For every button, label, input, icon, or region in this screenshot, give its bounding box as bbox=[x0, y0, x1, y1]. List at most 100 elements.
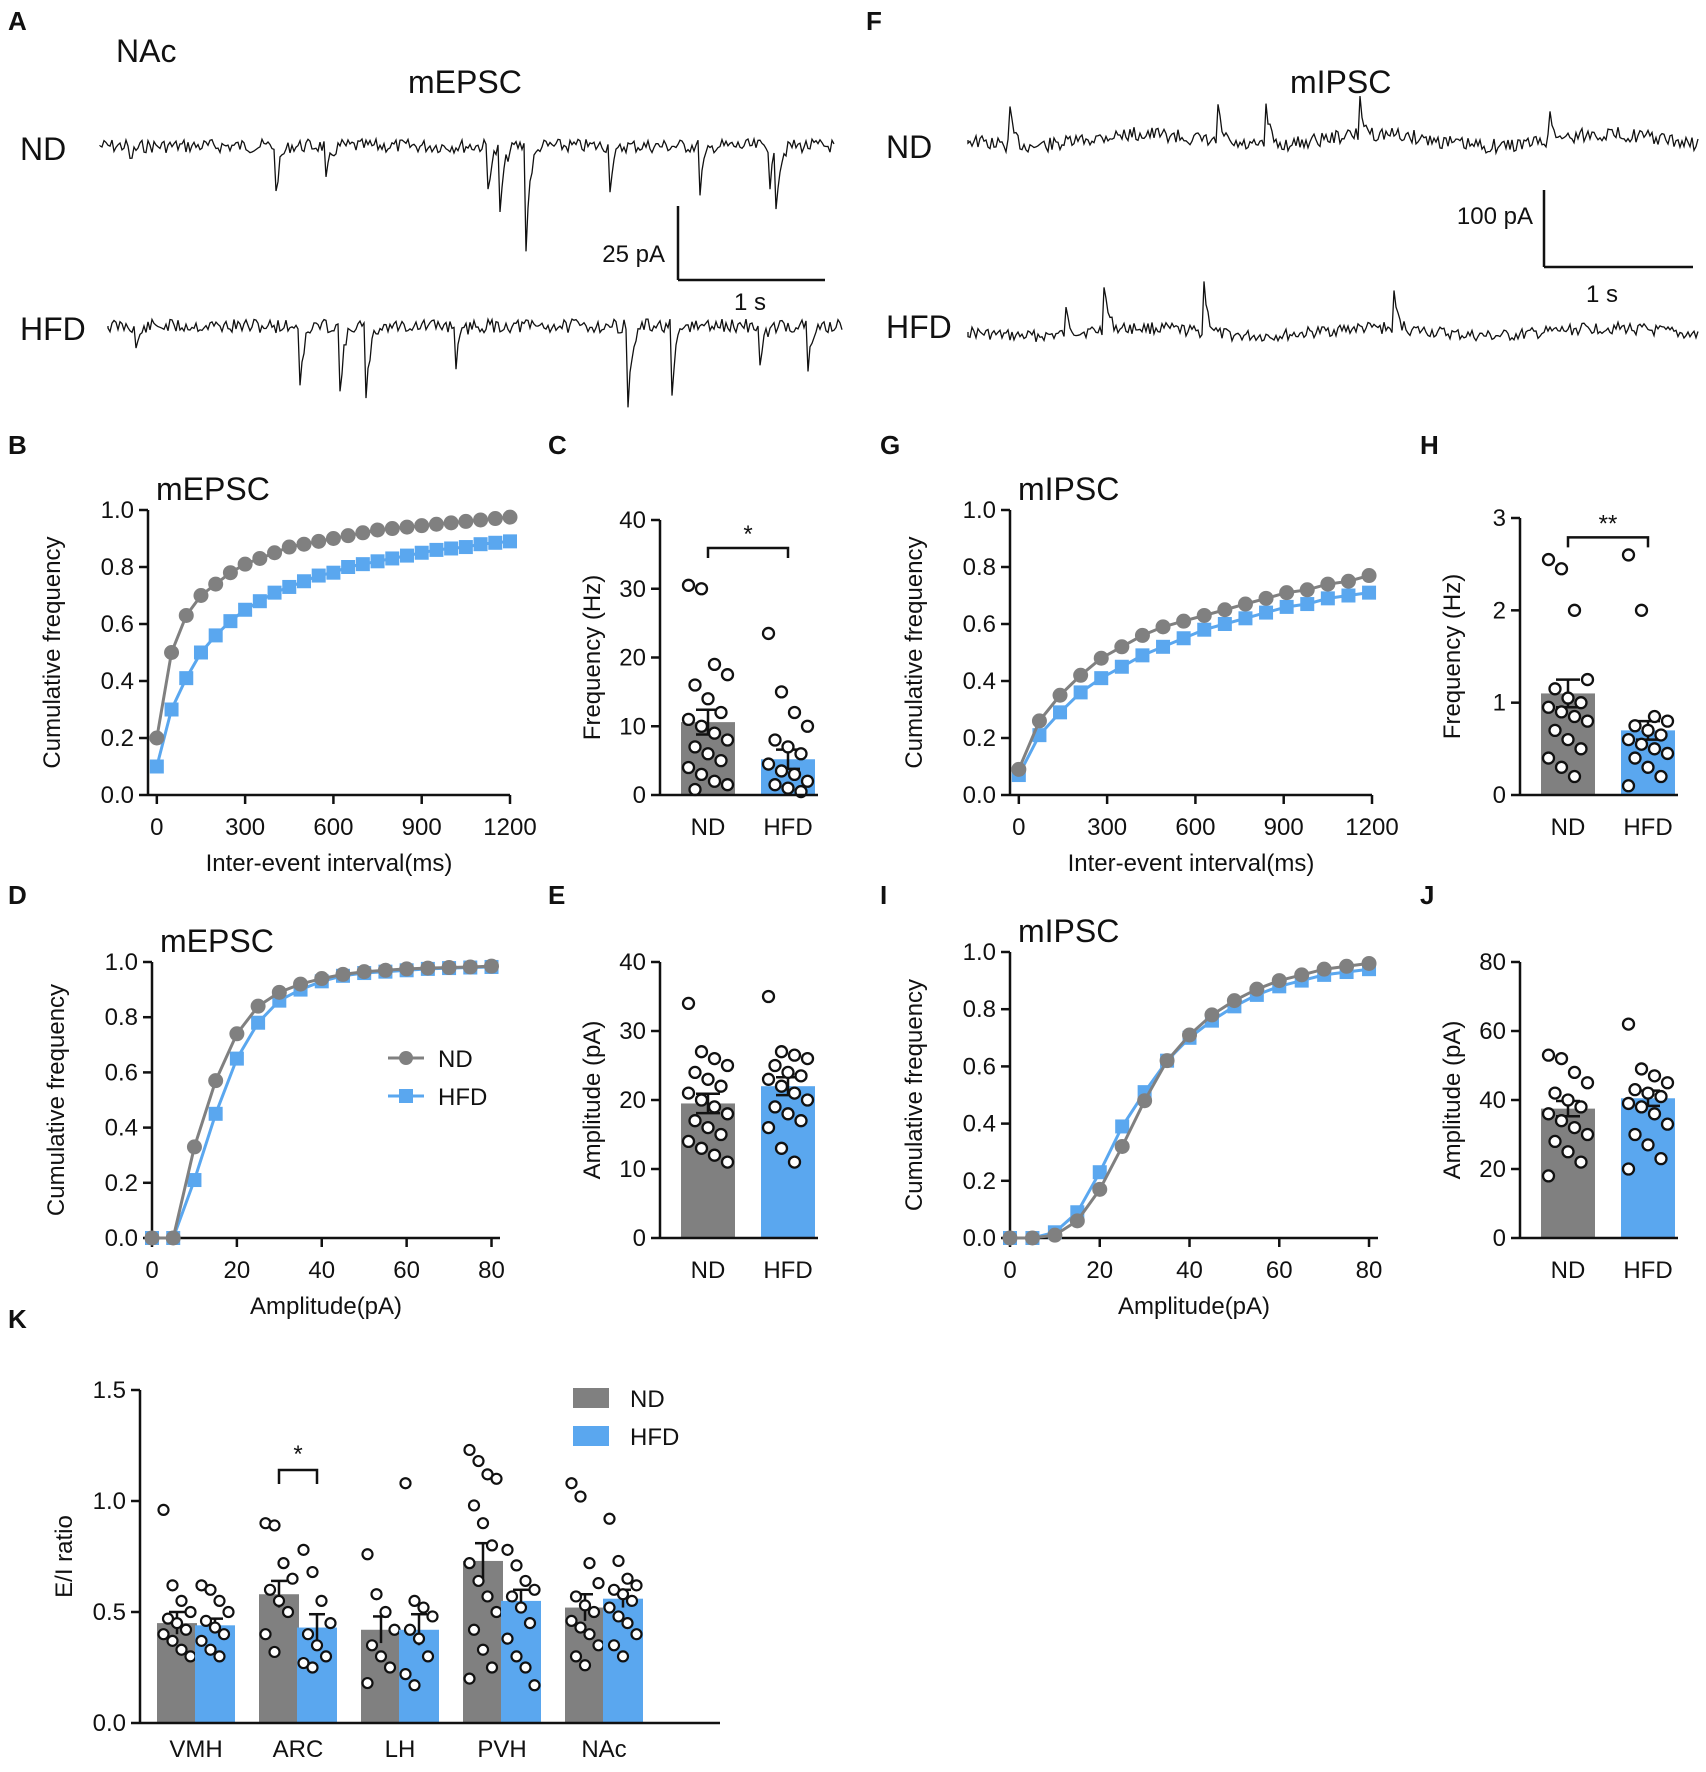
y-tick-label: 1 bbox=[1493, 690, 1506, 717]
data-point bbox=[707, 1100, 722, 1114]
panel-letter-a: A bbox=[8, 6, 27, 36]
point-nd bbox=[487, 511, 503, 527]
data-point bbox=[528, 1679, 541, 1692]
x-tick-label: 80 bbox=[1356, 1257, 1383, 1284]
data-point bbox=[578, 1599, 592, 1612]
data-point bbox=[612, 1554, 625, 1568]
data-point bbox=[1580, 714, 1595, 728]
data-point bbox=[701, 692, 715, 706]
legend-nd-label: ND bbox=[438, 1046, 473, 1073]
y-tick-label: 0.6 bbox=[105, 1059, 138, 1086]
point-hfd bbox=[179, 671, 194, 686]
data-point bbox=[426, 1610, 439, 1623]
point-nd bbox=[1320, 576, 1336, 592]
data-point bbox=[701, 747, 715, 761]
data-point bbox=[1641, 760, 1655, 774]
y-tick-label: 0.8 bbox=[963, 554, 996, 581]
data-point bbox=[157, 1628, 170, 1641]
y-tick-label: 20 bbox=[1479, 1156, 1506, 1183]
data-point bbox=[417, 1601, 430, 1614]
data-point bbox=[612, 1610, 625, 1623]
chart-title: mIPSC bbox=[1018, 471, 1119, 507]
data-point bbox=[761, 757, 776, 771]
data-point bbox=[761, 989, 776, 1004]
point-hfd bbox=[370, 554, 385, 569]
data-point bbox=[505, 1590, 519, 1603]
point-nd bbox=[1217, 602, 1233, 618]
point-hfd bbox=[267, 585, 282, 600]
data-point bbox=[490, 1472, 503, 1485]
x-tick-label: 600 bbox=[1175, 814, 1215, 841]
x-axis-label: Amplitude(pA) bbox=[1118, 1293, 1270, 1320]
chart-title: mEPSC bbox=[160, 923, 274, 959]
point-nd bbox=[314, 971, 330, 987]
y-axis-label: Amplitude (pA) bbox=[579, 1021, 606, 1180]
data-point bbox=[630, 1628, 643, 1641]
y-tick-label: 40 bbox=[619, 507, 646, 534]
point-hfd bbox=[326, 565, 341, 580]
point-nd bbox=[356, 964, 372, 980]
mepsc-trace-nd bbox=[99, 136, 835, 252]
point-nd bbox=[1052, 687, 1068, 703]
data-point bbox=[175, 1643, 188, 1656]
legend-nd-marker bbox=[399, 1051, 413, 1065]
legend-panel-k: ND HFD bbox=[573, 1386, 679, 1451]
panel-i-amplitude-cumulative-mipsc: 0.0 0.2 0.4 0.6 0.8 1.0 0 20 40 60 80 Amplitude(pA)… bbox=[901, 913, 1382, 1320]
data-point bbox=[157, 1503, 170, 1516]
x-axis-label: Amplitude(pA) bbox=[250, 1293, 402, 1320]
data-point bbox=[761, 1072, 776, 1086]
data-point bbox=[794, 1114, 808, 1128]
point-hfd bbox=[1217, 617, 1232, 631]
data-point bbox=[681, 1086, 696, 1100]
point-hfd bbox=[238, 602, 253, 617]
point-nd bbox=[1031, 713, 1047, 729]
data-point bbox=[1634, 1100, 1649, 1114]
data-point bbox=[603, 1512, 616, 1525]
data-point bbox=[324, 1616, 337, 1630]
x-tick-label: 60 bbox=[393, 1257, 420, 1284]
data-point bbox=[319, 1650, 333, 1663]
point-nd bbox=[399, 519, 415, 535]
data-point bbox=[1628, 719, 1642, 733]
data-point bbox=[1654, 1152, 1668, 1166]
x-tick-label: 80 bbox=[478, 1257, 505, 1284]
data-point bbox=[787, 767, 802, 782]
data-point bbox=[574, 1490, 587, 1503]
mipsc-trace-hfd bbox=[967, 281, 1699, 343]
point-nd bbox=[1114, 1138, 1130, 1154]
data-point bbox=[714, 705, 728, 720]
y-tick-label: 0.2 bbox=[105, 1170, 138, 1197]
x-tick-label: 900 bbox=[1264, 814, 1304, 841]
panel-letter-h: H bbox=[1420, 430, 1439, 460]
point-hfd bbox=[1300, 597, 1315, 612]
point-hfd bbox=[1362, 585, 1377, 600]
y-tick-label: 0.4 bbox=[963, 1111, 996, 1138]
series-line-hfd bbox=[1010, 967, 1370, 1240]
mepsc-row-label-nd: ND bbox=[20, 131, 66, 167]
data-point bbox=[1574, 696, 1588, 710]
data-point bbox=[1561, 1145, 1575, 1159]
data-point bbox=[720, 668, 735, 682]
data-point bbox=[694, 1093, 709, 1107]
data-point bbox=[714, 1079, 728, 1093]
x-tick-label: NAc bbox=[581, 1736, 626, 1763]
data-point bbox=[310, 1639, 324, 1652]
panel-letter-e: E bbox=[548, 880, 565, 910]
point-nd bbox=[229, 1026, 245, 1042]
data-point bbox=[592, 1639, 605, 1652]
point-nd bbox=[149, 730, 165, 746]
data-point bbox=[569, 1590, 583, 1603]
x-tick-label: 40 bbox=[1176, 1257, 1203, 1284]
y-axis-label: Cumulative frequency bbox=[901, 536, 928, 768]
significance-bracket bbox=[1566, 536, 1650, 548]
point-hfd bbox=[149, 759, 164, 774]
series-line-nd bbox=[1010, 961, 1370, 1240]
y-tick-label: 0.8 bbox=[101, 554, 134, 581]
point-nd bbox=[1155, 619, 1171, 635]
x-tick-label: 1200 bbox=[1345, 814, 1398, 841]
point-nd bbox=[281, 539, 297, 555]
data-point bbox=[681, 578, 696, 592]
data-point bbox=[688, 1114, 702, 1128]
point-nd bbox=[250, 998, 266, 1014]
data-point bbox=[1621, 732, 1636, 747]
